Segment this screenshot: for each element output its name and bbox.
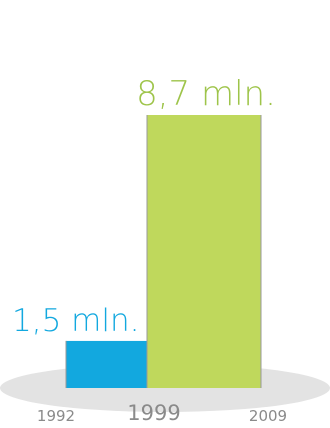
data-label-1992-1999: 1,5 mln. [12, 303, 139, 339]
tick-label-1999: 1999 [127, 401, 180, 425]
data-label-1999-2009: 8,7 mln. [136, 74, 276, 114]
bar-1992-1999 [66, 340, 147, 388]
bar-1999-2009 [147, 115, 261, 388]
tick-label-1992: 1992 [37, 407, 75, 425]
tick-label-2009: 2009 [249, 407, 287, 425]
